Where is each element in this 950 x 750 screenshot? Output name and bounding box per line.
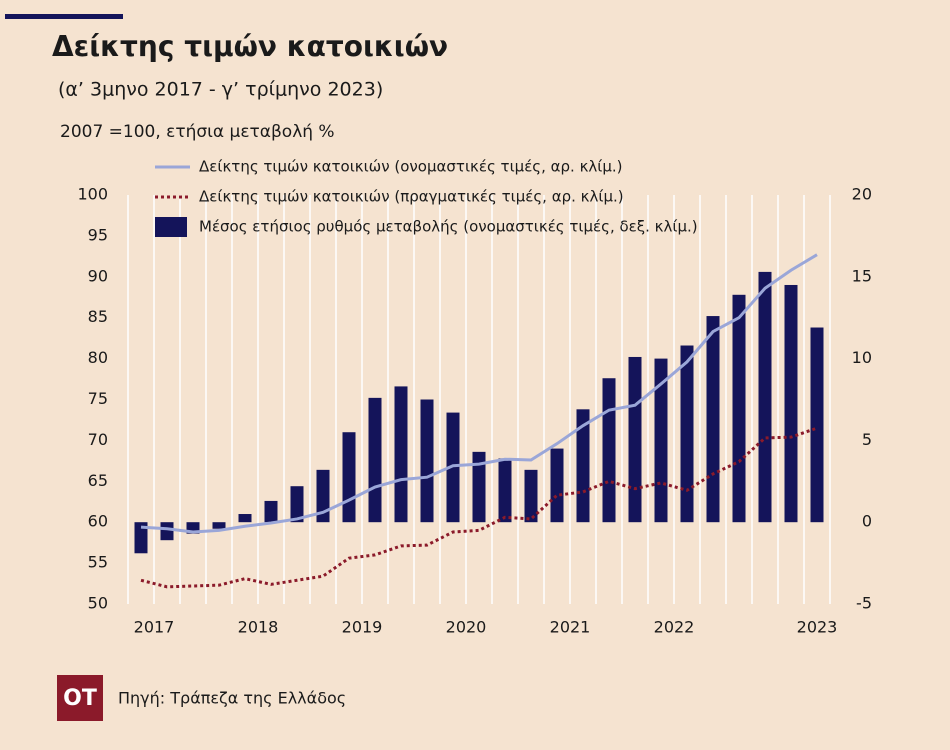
chart-subtitle: (α’ 3μηνο 2017 - γ’ τρίμηνο 2023): [58, 79, 383, 101]
bar: [160, 522, 174, 541]
y2-tick-label: 5: [862, 430, 872, 449]
x-tick-label: 2018: [238, 618, 279, 637]
bar: [706, 316, 720, 523]
bar: [810, 327, 824, 523]
y-tick-label: 50: [88, 594, 108, 613]
bar: [524, 469, 538, 523]
bar: [368, 397, 382, 523]
y2-tick-label: -5: [856, 594, 872, 613]
y-tick-label: 80: [88, 348, 108, 367]
bar: [680, 345, 694, 523]
bar: [316, 469, 330, 523]
bar: [134, 522, 148, 554]
chart-title: Δείκτης τιμών κατοικιών: [52, 30, 448, 63]
y-tick-label: 100: [77, 185, 108, 204]
x-tick-label: 2019: [342, 618, 383, 637]
unit-note: 2007 =100, ετήσια μεταβολή %: [60, 122, 335, 142]
bar: [602, 378, 616, 523]
y-tick-label: 65: [88, 471, 108, 490]
y-tick-label: 70: [88, 430, 108, 449]
x-tick-label: 2021: [550, 618, 591, 637]
y-tick-label: 90: [88, 266, 108, 285]
bar: [732, 294, 746, 523]
source: Πηγή: Τράπεζα της Ελλάδος: [118, 689, 346, 708]
bar: [654, 358, 668, 523]
accent-bar: [5, 14, 123, 19]
y-tick-label: 75: [88, 389, 108, 408]
bar: [498, 458, 512, 523]
legend-swatch: [155, 217, 187, 237]
y2-tick-label: 15: [852, 266, 872, 285]
y-tick-label: 60: [88, 512, 108, 531]
bar: [576, 409, 590, 523]
bar: [628, 356, 642, 523]
y-tick-label: 85: [88, 307, 108, 326]
legend-label: Δείκτης τιμών κατοικιών (ονομαστικές τιμ…: [199, 158, 623, 176]
bar: [758, 271, 772, 523]
bar: [394, 386, 408, 523]
y-tick-label: 55: [88, 553, 108, 572]
line: [140, 426, 818, 589]
x-tick-label: 2023: [797, 618, 838, 637]
legend-label: Δείκτης τιμών κατοικιών (πραγματικές τιμ…: [199, 188, 624, 206]
line: [140, 253, 818, 534]
legend-label: Μέσος ετήσιος ρυθμός μεταβολής (ονομαστι…: [199, 218, 698, 236]
y2-tick-label: 10: [852, 348, 872, 367]
y-tick-label: 95: [88, 225, 108, 244]
bar: [342, 432, 356, 523]
bar: [238, 514, 252, 523]
y2-tick-label: 20: [852, 185, 872, 204]
bar: [186, 522, 200, 534]
bar: [212, 522, 226, 529]
y2-tick-label: 0: [862, 512, 872, 531]
x-tick-label: 2020: [446, 618, 487, 637]
bar: [264, 500, 278, 523]
bar: [420, 399, 434, 523]
bar: [472, 451, 486, 523]
logo-text: OT: [63, 686, 97, 711]
x-tick-label: 2017: [134, 618, 175, 637]
x-tick-label: 2022: [654, 618, 695, 637]
bar: [784, 284, 798, 523]
logo: [57, 675, 103, 721]
bar: [550, 448, 564, 523]
bar: [290, 486, 304, 523]
